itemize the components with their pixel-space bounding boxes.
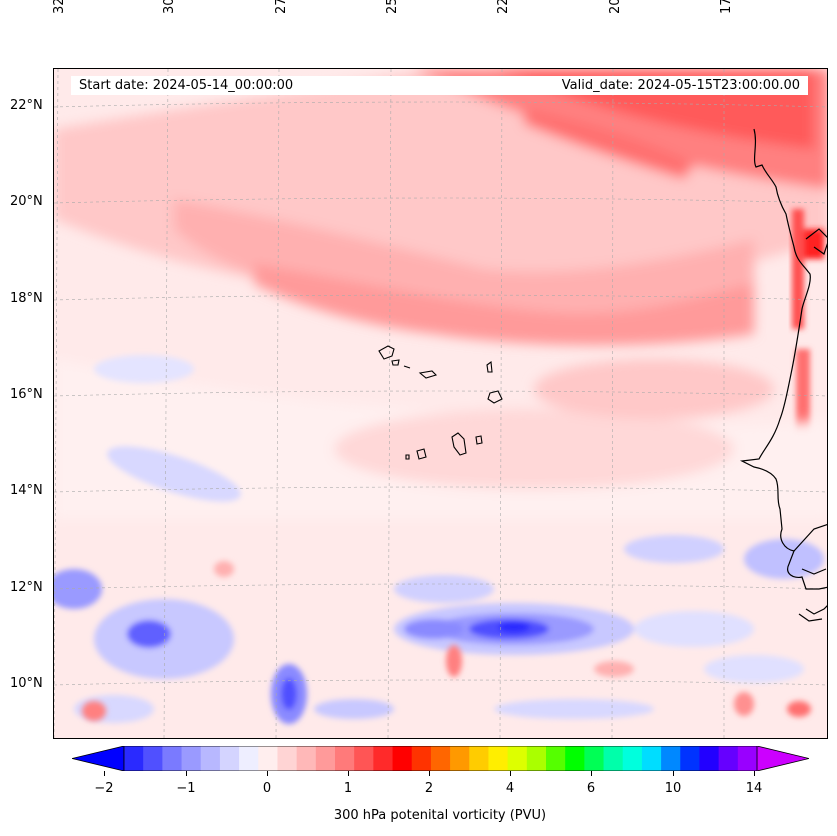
lon-label-32-5w: 32.5°W bbox=[52, 0, 68, 14]
colorbar-border bbox=[123, 746, 758, 771]
colorbar-extend-low bbox=[72, 746, 125, 771]
colorbar-tick-label: 2 bbox=[424, 781, 434, 796]
colorbar-swatch bbox=[315, 746, 336, 771]
colorbar-swatch bbox=[584, 746, 605, 771]
cape-verde-islands bbox=[378, 345, 503, 460]
pv-map-panel bbox=[53, 68, 828, 739]
colorbar-swatch bbox=[296, 746, 317, 771]
lon-label-25w: 25°W bbox=[385, 0, 401, 14]
colorbar-tick-label: 14 bbox=[745, 781, 763, 796]
pv-mid-field bbox=[54, 359, 827, 519]
colorbar-tick-label: 6 bbox=[586, 781, 596, 796]
colorbar-swatch bbox=[661, 746, 681, 771]
lat-label-20n: 20°N bbox=[10, 194, 43, 209]
colorbar-swatch bbox=[737, 746, 758, 771]
colorbar-swatch bbox=[699, 746, 720, 771]
colorbar-tick-label: −1 bbox=[176, 781, 196, 796]
colorbar-tickmark bbox=[510, 771, 511, 776]
colorbar-swatch bbox=[641, 746, 662, 771]
colorbar-tick-label: 0 bbox=[262, 781, 272, 796]
valid-date-text: Valid_date: 2024-05-15T23:00:00.00 bbox=[561, 78, 800, 93]
lat-label-18n: 18°N bbox=[10, 291, 43, 306]
start-date-text: Start date: 2024-05-14_00:00:00 bbox=[79, 78, 294, 93]
colorbar bbox=[72, 746, 809, 771]
colorbar-tickmark bbox=[673, 771, 674, 776]
pv-field-svg bbox=[54, 69, 827, 738]
colorbar-tick-label: 1 bbox=[343, 781, 353, 796]
colorbar-swatch bbox=[124, 746, 144, 771]
colorbar-swatch bbox=[162, 746, 183, 771]
colorbar-swatch bbox=[181, 746, 202, 771]
lat-label-22n: 22°N bbox=[10, 98, 43, 113]
colorbar-swatch bbox=[718, 746, 739, 771]
colorbar-swatch bbox=[411, 746, 432, 771]
colorbar-swatch bbox=[335, 746, 355, 771]
coastline-west-africa bbox=[739, 128, 827, 622]
colorbar-swatch bbox=[622, 746, 643, 771]
lat-label-14n: 14°N bbox=[10, 483, 43, 498]
colorbar-tick-label: −2 bbox=[94, 781, 114, 796]
lat-label-16n: 16°N bbox=[10, 387, 43, 402]
colorbar-swatch bbox=[373, 746, 394, 771]
colorbar-tick-label: 10 bbox=[664, 781, 682, 796]
date-banner: Start date: 2024-05-14_00:00:00 Valid_da… bbox=[71, 76, 808, 95]
lat-label-12n: 12°N bbox=[10, 580, 43, 595]
colorbar-swatch bbox=[507, 746, 528, 771]
colorbar-tickmark bbox=[348, 771, 349, 776]
lon-label-20w: 20°W bbox=[608, 0, 624, 14]
lon-label-17-5w: 17.5°W bbox=[719, 0, 735, 14]
colorbar-label: 300 hPa potenital vorticity (PVU) bbox=[333, 808, 547, 823]
colorbar-swatch bbox=[277, 746, 298, 771]
colorbar-extend-high bbox=[756, 746, 809, 771]
colorbar-swatch bbox=[565, 746, 585, 771]
colorbar-swatch bbox=[526, 746, 547, 771]
colorbar-swatch bbox=[258, 746, 279, 771]
colorbar-swatch bbox=[392, 746, 413, 771]
colorbar-tickmark bbox=[429, 771, 430, 776]
colorbar-swatch bbox=[469, 746, 490, 771]
colorbar-swatch bbox=[546, 746, 566, 771]
colorbar-swatch bbox=[430, 746, 451, 771]
colorbar-swatch bbox=[219, 746, 240, 771]
lon-label-27-5w: 27.5°W bbox=[274, 0, 290, 14]
colorbar-swatch bbox=[354, 746, 374, 771]
colorbar-tickmark bbox=[104, 771, 105, 776]
colorbar-tickmark bbox=[267, 771, 268, 776]
lon-label-22-5w: 22.5°W bbox=[496, 0, 512, 14]
colorbar-swatch bbox=[603, 746, 624, 771]
lat-label-10n: 10°N bbox=[10, 676, 43, 691]
colorbar-swatch bbox=[680, 746, 701, 771]
colorbar-tickmark bbox=[754, 771, 755, 776]
colorbar-swatch bbox=[450, 746, 470, 771]
lon-label-30w: 30°W bbox=[162, 0, 178, 14]
colorbar-tickmark bbox=[591, 771, 592, 776]
pv-positive-spots bbox=[82, 561, 811, 721]
colorbar-swatch bbox=[200, 746, 221, 771]
colorbar-swatch bbox=[143, 746, 163, 771]
colorbar-tickmark bbox=[186, 771, 187, 776]
colorbar-swatch bbox=[488, 746, 509, 771]
colorbar-swatch bbox=[239, 746, 259, 771]
colorbar-tick-label: 4 bbox=[505, 781, 515, 796]
graticule bbox=[54, 69, 827, 738]
